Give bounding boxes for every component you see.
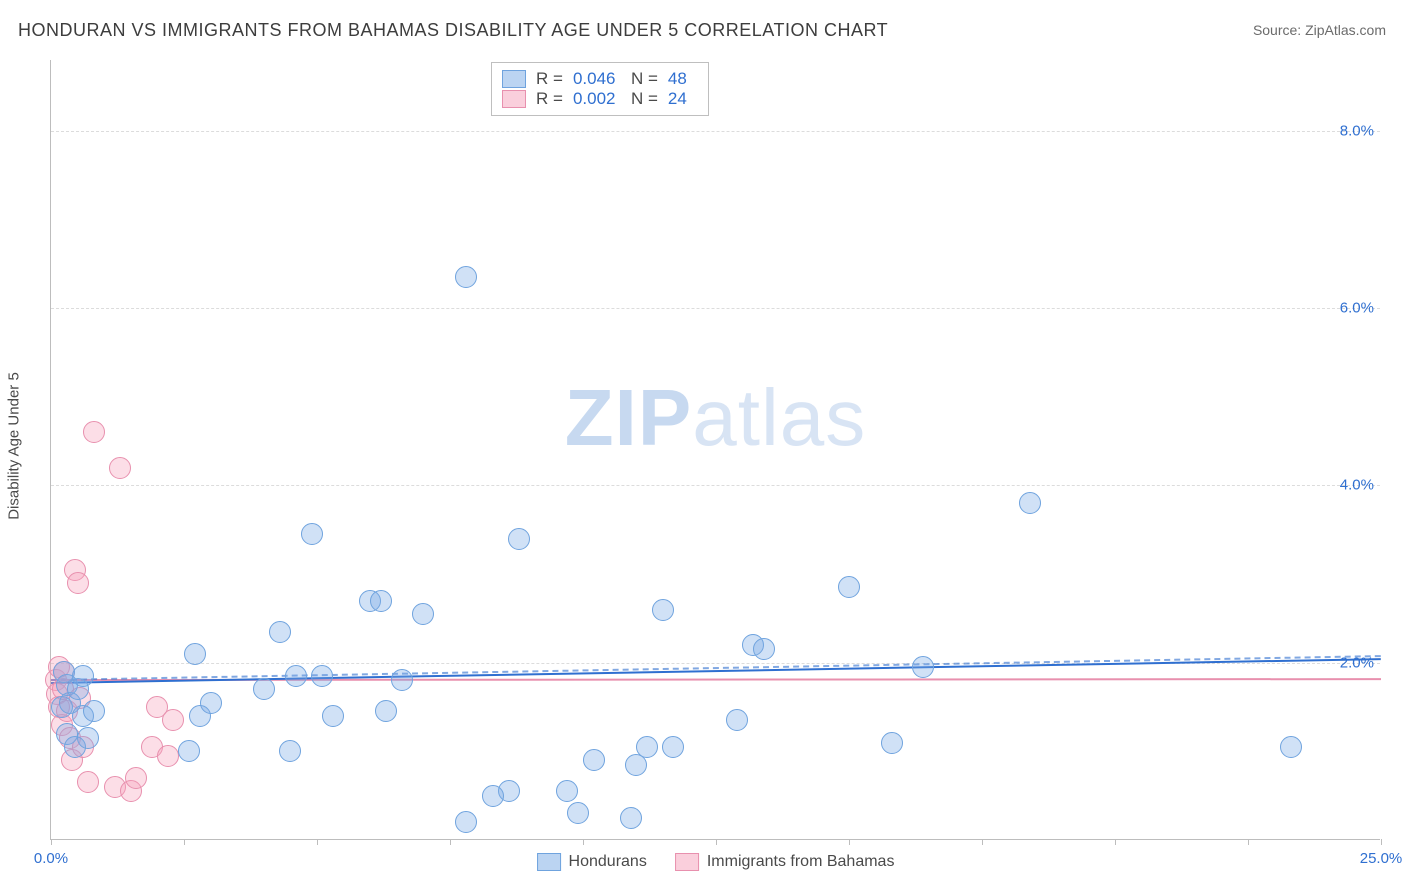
swatch-hondurans-icon: [502, 70, 526, 88]
source-link[interactable]: ZipAtlas.com: [1305, 22, 1386, 38]
r-value-bahamas: 0.002: [573, 89, 621, 109]
x-tick: [716, 839, 717, 845]
legend-item-hondurans: Hondurans: [537, 853, 647, 871]
data-point: [184, 643, 206, 665]
y-tick-label: 8.0%: [1340, 122, 1374, 139]
r-label: R =: [536, 89, 563, 109]
data-point: [125, 767, 147, 789]
x-tick: [317, 839, 318, 845]
gridline: [51, 308, 1380, 309]
r-label: R =: [536, 69, 563, 89]
n-value-hondurans: 48: [668, 69, 694, 89]
data-point: [375, 700, 397, 722]
swatch-hondurans-icon: [537, 853, 561, 871]
data-point: [455, 266, 477, 288]
data-point: [726, 709, 748, 731]
correlation-stats-box: R = 0.046 N = 48 R = 0.002 N = 24: [491, 62, 709, 116]
data-point: [881, 732, 903, 754]
swatch-bahamas-icon: [675, 853, 699, 871]
n-value-bahamas: 24: [668, 89, 694, 109]
x-tick: [982, 839, 983, 845]
data-point: [109, 457, 131, 479]
watermark: ZIPatlas: [565, 372, 866, 464]
data-point: [311, 665, 333, 687]
x-tick: [450, 839, 451, 845]
x-tick: [1381, 839, 1382, 845]
data-point: [508, 528, 530, 550]
data-point: [636, 736, 658, 758]
x-tick-label: 25.0%: [1360, 850, 1403, 867]
data-point: [652, 599, 674, 621]
data-point: [83, 421, 105, 443]
source-prefix: Source:: [1253, 22, 1305, 38]
data-point: [178, 740, 200, 762]
data-point: [77, 727, 99, 749]
data-point: [77, 771, 99, 793]
scatter-plot-area: ZIPatlas R = 0.046 N = 48 R = 0.002 N = …: [50, 60, 1380, 840]
stats-row-bahamas: R = 0.002 N = 24: [502, 89, 694, 109]
data-point: [753, 638, 775, 660]
legend-label-bahamas: Immigrants from Bahamas: [707, 853, 895, 871]
data-point: [412, 603, 434, 625]
data-point: [269, 621, 291, 643]
data-point: [1019, 492, 1041, 514]
data-point: [279, 740, 301, 762]
data-point: [83, 700, 105, 722]
x-tick: [583, 839, 584, 845]
watermark-atlas: atlas: [692, 373, 866, 462]
data-point: [391, 669, 413, 691]
watermark-zip: ZIP: [565, 373, 692, 462]
data-point: [322, 705, 344, 727]
gridline: [51, 485, 1380, 486]
data-point: [556, 780, 578, 802]
x-tick: [1115, 839, 1116, 845]
data-point: [72, 665, 94, 687]
data-point: [662, 736, 684, 758]
data-point: [200, 692, 222, 714]
y-axis-label: Disability Age Under 5: [6, 372, 23, 520]
data-point: [583, 749, 605, 771]
y-tick-label: 6.0%: [1340, 300, 1374, 317]
data-point: [620, 807, 642, 829]
gridline: [51, 131, 1380, 132]
n-label: N =: [631, 89, 658, 109]
stats-row-hondurans: R = 0.046 N = 48: [502, 69, 694, 89]
data-point: [482, 785, 504, 807]
r-value-hondurans: 0.046: [573, 69, 621, 89]
x-tick: [849, 839, 850, 845]
data-point: [1280, 736, 1302, 758]
data-point: [67, 572, 89, 594]
data-point: [253, 678, 275, 700]
data-point: [157, 745, 179, 767]
data-point: [370, 590, 392, 612]
y-tick-label: 4.0%: [1340, 477, 1374, 494]
data-point: [912, 656, 934, 678]
swatch-bahamas-icon: [502, 90, 526, 108]
x-tick: [51, 839, 52, 845]
n-label: N =: [631, 69, 658, 89]
chart-title: HONDURAN VS IMMIGRANTS FROM BAHAMAS DISA…: [18, 20, 888, 41]
x-tick: [1248, 839, 1249, 845]
x-tick-label: 0.0%: [34, 850, 68, 867]
data-point: [301, 523, 323, 545]
bottom-legend: Hondurans Immigrants from Bahamas: [537, 853, 895, 871]
data-point: [838, 576, 860, 598]
x-tick: [184, 839, 185, 845]
legend-item-bahamas: Immigrants from Bahamas: [675, 853, 895, 871]
data-point: [567, 802, 589, 824]
legend-label-hondurans: Hondurans: [569, 853, 647, 871]
data-point: [455, 811, 477, 833]
source-attribution: Source: ZipAtlas.com: [1253, 22, 1386, 38]
data-point: [162, 709, 184, 731]
data-point: [285, 665, 307, 687]
